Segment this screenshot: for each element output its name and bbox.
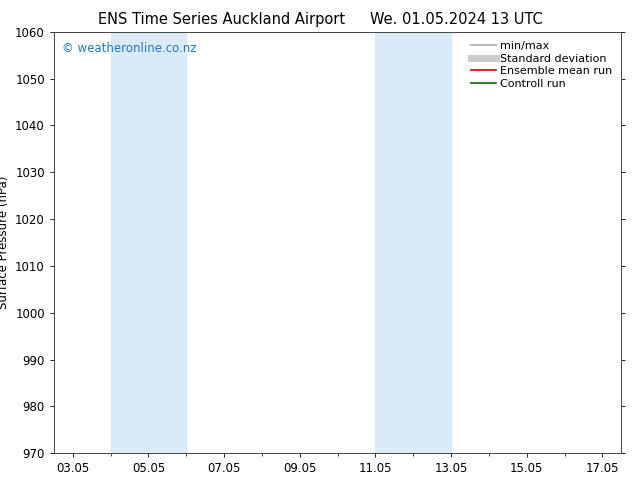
- Text: © weatheronline.co.nz: © weatheronline.co.nz: [62, 43, 197, 55]
- Y-axis label: Surface Pressure (hPa): Surface Pressure (hPa): [0, 176, 10, 309]
- Bar: [110, 32, 186, 453]
- Bar: [375, 32, 451, 453]
- Text: ENS Time Series Auckland Airport: ENS Time Series Auckland Airport: [98, 12, 346, 27]
- Legend: min/max, Standard deviation, Ensemble mean run, Controll run: min/max, Standard deviation, Ensemble me…: [468, 37, 616, 93]
- Text: We. 01.05.2024 13 UTC: We. 01.05.2024 13 UTC: [370, 12, 543, 27]
